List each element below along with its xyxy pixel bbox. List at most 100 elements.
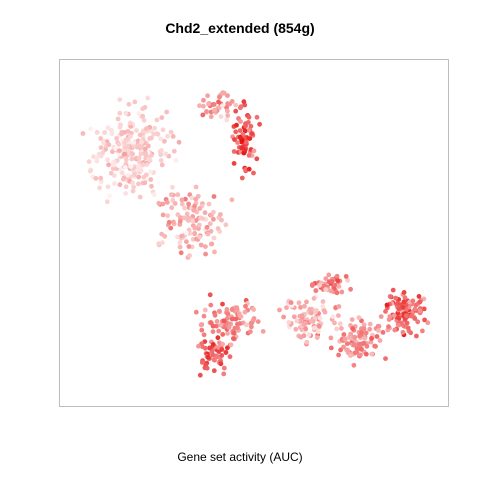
data-point [122, 151, 127, 157]
data-point [116, 163, 122, 169]
data-point [175, 212, 181, 218]
data-point [205, 354, 211, 360]
data-point [97, 185, 102, 191]
data-point [414, 333, 419, 339]
data-point [177, 244, 183, 250]
data-point [367, 326, 373, 332]
data-point [177, 218, 183, 224]
data-point [306, 332, 312, 338]
data-point [228, 342, 234, 348]
data-point [233, 102, 239, 108]
data-point [173, 157, 179, 163]
data-point [281, 314, 286, 320]
data-point [204, 224, 210, 230]
data-point [421, 306, 427, 312]
data-point [213, 354, 219, 360]
data-point [326, 272, 332, 278]
data-point [251, 307, 256, 312]
data-point [351, 362, 357, 368]
data-point [277, 307, 282, 313]
data-point [129, 156, 135, 162]
data-point [212, 107, 218, 113]
data-point [210, 352, 216, 358]
data-point [224, 307, 230, 312]
data-point [98, 136, 104, 141]
data-point [175, 234, 180, 240]
data-point [231, 161, 237, 166]
data-point [334, 273, 340, 279]
data-point [352, 342, 357, 347]
data-point [119, 170, 125, 176]
data-point [156, 181, 162, 186]
x-axis-label: Gene set activity (AUC) [177, 450, 303, 464]
data-point [129, 151, 135, 156]
data-point [225, 108, 230, 114]
data-point [284, 305, 289, 310]
data-point [314, 335, 320, 340]
data-point [328, 288, 334, 294]
data-point [116, 148, 122, 154]
data-point [102, 130, 107, 135]
data-point [154, 117, 160, 123]
data-point [208, 228, 214, 234]
data-point [187, 253, 192, 258]
data-point [201, 103, 206, 109]
data-point [217, 308, 222, 314]
data-point [140, 162, 146, 168]
data-point [225, 113, 231, 118]
data-point [320, 299, 326, 304]
data-point [117, 110, 123, 116]
data-point [238, 104, 244, 109]
data-point [158, 136, 164, 142]
data-point [113, 146, 118, 152]
data-point [205, 93, 211, 99]
data-point [95, 154, 100, 160]
data-point [220, 341, 226, 347]
data-point [197, 206, 203, 211]
data-point [192, 231, 198, 237]
data-point [158, 158, 164, 163]
data-point [136, 155, 142, 161]
data-point [101, 140, 106, 146]
data-point [348, 335, 354, 341]
data-point [201, 313, 207, 319]
data-point [219, 217, 224, 223]
data-point [144, 112, 150, 118]
data-point [208, 114, 214, 120]
data-point [114, 136, 119, 141]
data-point [298, 305, 303, 310]
data-point [328, 345, 334, 351]
data-point [210, 323, 216, 329]
data-point [115, 116, 121, 122]
data-point [146, 143, 151, 149]
data-point [417, 308, 423, 314]
data-point [229, 307, 235, 312]
data-point [134, 128, 139, 134]
data-point [336, 313, 341, 318]
data-point [149, 183, 154, 189]
data-point [176, 139, 182, 145]
data-point [136, 181, 141, 187]
data-point [343, 274, 349, 279]
data-point [193, 196, 199, 202]
data-point [420, 328, 425, 334]
data-point [175, 192, 181, 198]
data-point [323, 287, 329, 292]
data-point [224, 117, 230, 123]
data-point [123, 191, 128, 196]
data-point [336, 284, 342, 289]
data-point [204, 365, 210, 371]
data-point [317, 283, 322, 288]
data-point [237, 128, 243, 134]
data-point [105, 157, 110, 163]
data-point [111, 162, 116, 168]
data-point [107, 193, 112, 199]
data-point [337, 321, 343, 327]
data-point [336, 304, 342, 309]
data-point [219, 353, 225, 358]
data-point [405, 325, 411, 331]
data-point [359, 330, 364, 335]
data-point [212, 249, 217, 255]
data-point [162, 138, 167, 144]
data-point [193, 184, 199, 190]
